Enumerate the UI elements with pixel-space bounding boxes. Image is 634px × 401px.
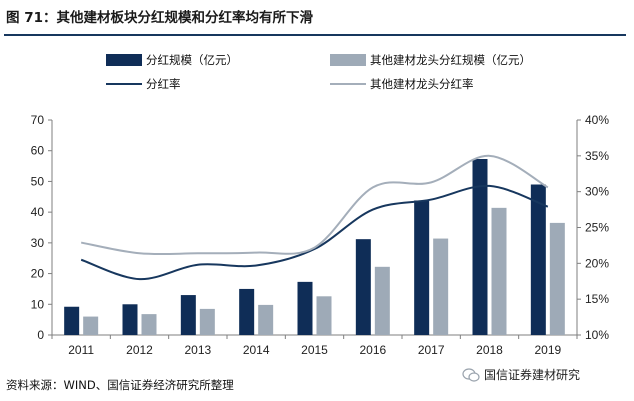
y-right-tick-label: 35%: [585, 149, 609, 163]
bar: [141, 314, 157, 335]
source-note: 资料来源：WIND、国信证券经济研究所整理: [6, 378, 234, 392]
legend-label: 其他建材龙头分红规模（亿元）: [370, 53, 531, 67]
bar: [549, 222, 565, 335]
y-left-tick-label: 0: [37, 328, 44, 342]
bar: [491, 207, 507, 335]
watermark: 国信证券建材研究: [462, 366, 580, 383]
wechat-icon: [462, 367, 480, 382]
legend-label: 分红率: [146, 77, 181, 91]
title-divider: [4, 34, 626, 36]
line-series-path: [80, 184, 549, 281]
bar: [472, 159, 488, 335]
legend-label: 分红规模（亿元）: [146, 53, 238, 67]
x-tick-label: 2017: [418, 343, 445, 357]
chart-axes: 0 10 20 30 40 50 60 70 10% 15% 20% 25% 30% 35% 40% 2011…: [31, 113, 610, 357]
bar: [122, 304, 138, 335]
bar: [199, 308, 215, 335]
bar: [433, 238, 449, 335]
bar: [83, 316, 99, 335]
y-right-tick-label: 40%: [585, 113, 609, 127]
bar: [64, 306, 80, 335]
y-left-tick-label: 20: [31, 267, 45, 281]
bar: [297, 281, 313, 335]
y-left-tick-label: 30: [31, 236, 45, 250]
y-left-tick-label: 70: [31, 113, 45, 127]
x-tick-label: 2016: [359, 343, 386, 357]
x-tick-label: 2014: [243, 343, 270, 357]
y-left-tick-label: 10: [31, 297, 45, 311]
y-right-tick-label: 15%: [585, 292, 609, 306]
x-tick-label: 2011: [68, 343, 94, 357]
chart-legend: 分红规模（亿元） 其他建材龙头分红规模（亿元） 分红率 其他建材龙头分红率: [106, 53, 531, 91]
bar: [316, 296, 332, 335]
bar: [414, 200, 430, 335]
line-series: [80, 154, 549, 281]
y-right-tick-label: 20%: [585, 256, 609, 270]
y-left-tick-label: 40: [31, 205, 45, 219]
bar: [180, 295, 196, 335]
y-left-tick-label: 60: [31, 144, 45, 158]
legend-swatch: [330, 54, 366, 66]
y-left-tick-label: 50: [31, 174, 45, 188]
bar: [374, 266, 390, 335]
bar: [239, 288, 255, 335]
y-right-tick-label: 10%: [585, 328, 609, 342]
x-tick-label: 2015: [301, 343, 328, 357]
x-tick-label: 2018: [476, 343, 503, 357]
bar: [355, 239, 371, 335]
line-series-path: [80, 154, 549, 256]
x-tick-label: 2012: [126, 343, 153, 357]
legend-swatch: [106, 54, 142, 66]
x-tick-label: 2019: [534, 343, 561, 357]
x-tick-label: 2013: [184, 343, 211, 357]
y-right-tick-label: 30%: [585, 185, 609, 199]
combo-chart: 分红规模（亿元） 其他建材龙头分红规模（亿元） 分红率 其他建材龙头分红率 0 10 20…: [31, 53, 610, 357]
bar: [530, 184, 546, 335]
bar: [258, 304, 274, 335]
figure-title: 图 71：其他建材板块分红规模和分红率均有所下滑: [6, 10, 313, 26]
legend-label: 其他建材龙头分红率: [370, 77, 474, 91]
y-right-tick-label: 25%: [585, 221, 609, 235]
bar-series: [64, 159, 565, 335]
watermark-text: 国信证券建材研究: [484, 368, 581, 382]
